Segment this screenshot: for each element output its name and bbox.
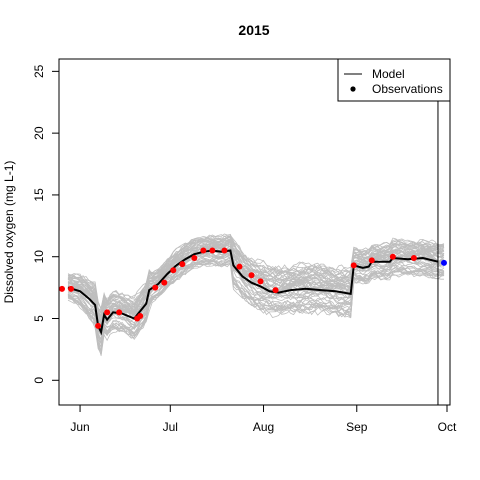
y-tick-label: 0 [32, 377, 46, 384]
y-tick-label: 10 [32, 250, 46, 264]
x-axis: Jun Jul Aug Sep Oct [70, 404, 457, 434]
model-line [67, 249, 439, 336]
x-tick-label: Aug [253, 420, 274, 434]
y-axis: 0 5 10 15 20 25 [32, 64, 60, 384]
ensemble-member-line [67, 257, 445, 351]
model-line-layer [67, 249, 439, 336]
ensemble-member-line [67, 248, 445, 333]
x-tick-label: Jun [70, 420, 89, 434]
observation-point [68, 285, 75, 292]
observation-point [221, 247, 228, 254]
observation-point [236, 263, 243, 270]
ensemble-member-line [67, 260, 445, 348]
ensemble-member-line [67, 245, 445, 328]
y-tick-label: 20 [32, 126, 46, 140]
observation-point [200, 247, 207, 254]
ensemble-member-line [67, 240, 445, 322]
ensemble-member-line [67, 253, 445, 343]
ensemble-member-line [67, 234, 445, 311]
legend-observations-label: Observations [372, 82, 443, 96]
ensemble-member-line [67, 259, 445, 352]
ensemble-member-line [67, 234, 445, 318]
observation-point [389, 253, 396, 260]
observation-point [59, 285, 66, 292]
legend-model-label: Model [372, 67, 405, 81]
observation-point [257, 278, 264, 285]
observation-point [179, 261, 186, 268]
ensemble-member-line [67, 234, 445, 314]
observation-point [410, 254, 417, 261]
observation-point [170, 267, 177, 274]
observation-point [152, 284, 159, 291]
observation-point [137, 313, 144, 320]
ensemble-member-line [67, 237, 445, 313]
ensemble-member-line [67, 250, 445, 338]
observation-point [272, 287, 279, 294]
legend-observations-point-symbol [350, 86, 356, 92]
y-tick-label: 25 [32, 64, 46, 78]
ensemble-lines [67, 233, 445, 357]
observation-point [350, 262, 357, 269]
y-axis-title: Dissolved oxygen (mg L-1) [2, 161, 16, 304]
observation-point [161, 279, 168, 286]
ensemble-member-line [67, 257, 445, 351]
y-tick-label: 5 [32, 315, 46, 322]
legend-box [337, 58, 451, 102]
observation-point [368, 257, 375, 264]
observation-point [116, 309, 123, 316]
observations-layer [59, 247, 447, 329]
legend: Model Observations [337, 58, 451, 102]
observation-point [95, 322, 102, 329]
forecast-point [440, 259, 447, 266]
ensemble-member-line [67, 257, 445, 345]
x-tick-label: Oct [438, 420, 457, 434]
chart-title: 2015 [238, 22, 269, 38]
observation-point [209, 247, 216, 254]
ensemble-member-line [67, 237, 445, 315]
observation-point [104, 309, 111, 316]
x-tick-label: Sep [346, 420, 368, 434]
observation-point [248, 272, 255, 279]
x-tick-label: Jul [163, 420, 178, 434]
ensemble-member-line [67, 251, 445, 340]
y-tick-label: 15 [32, 188, 46, 202]
observation-point [191, 254, 198, 261]
plot-frame [58, 58, 451, 406]
